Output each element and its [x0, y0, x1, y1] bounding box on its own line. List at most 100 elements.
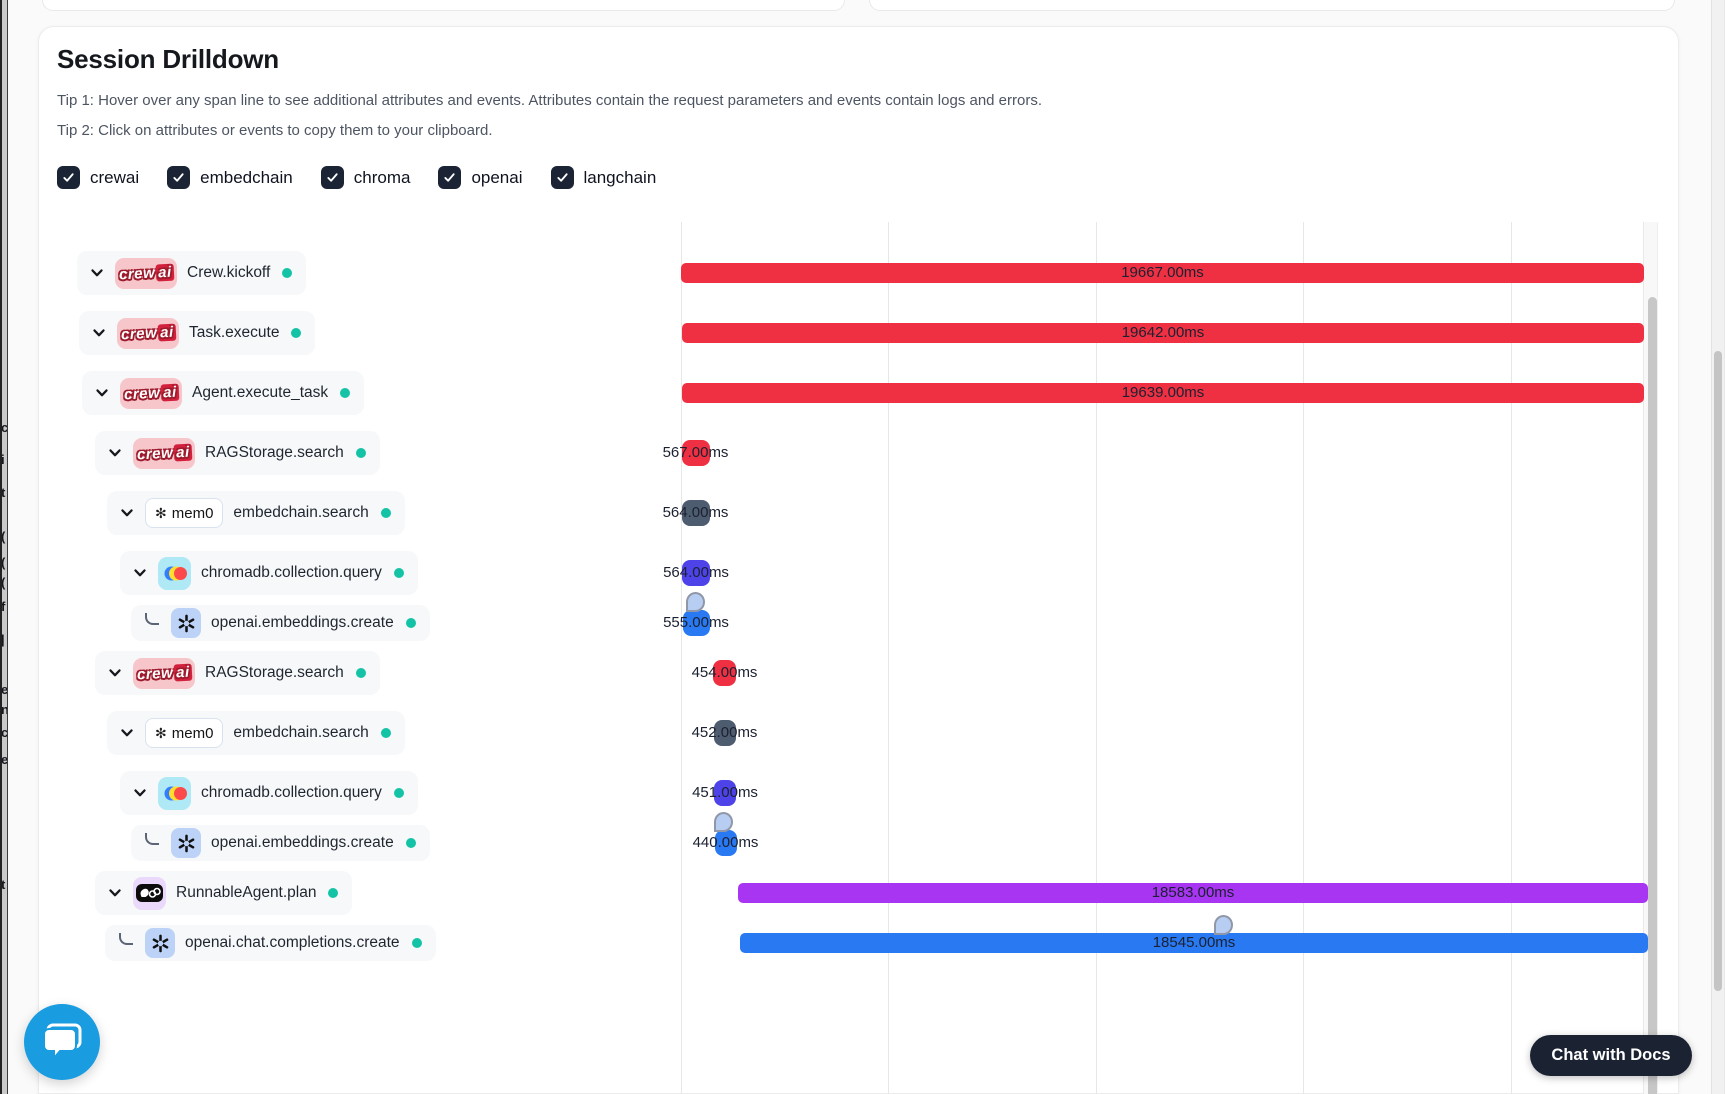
status-dot [340, 388, 351, 398]
duration-label: 567.00ms [662, 444, 729, 461]
checkbox-embedchain[interactable] [167, 166, 191, 189]
crewai-logo-icon: crew ai [133, 657, 195, 689]
duration-bar[interactable] [682, 610, 710, 636]
span-name: embedchain.search [233, 724, 369, 741]
chevron-down-icon[interactable] [119, 505, 135, 521]
status-dot [411, 938, 422, 948]
span-name: chromadb.collection.query [201, 564, 382, 581]
gridline [888, 222, 889, 1094]
left-clipped-panel: cit(((f|encet [0, 0, 8, 1094]
status-dot [393, 788, 404, 798]
chevron-down-icon[interactable] [107, 885, 123, 901]
duration-bar[interactable] [713, 720, 736, 746]
span-row[interactable]: chromadb.collection.query [120, 771, 418, 815]
status-dot [355, 668, 366, 678]
chevron-down-icon[interactable] [107, 665, 123, 681]
span-row[interactable]: ✻ mem0 embedchain.search [107, 491, 405, 535]
clipped-text-fragment: ( [1, 529, 6, 544]
clipped-text-fragment: | [1, 632, 5, 647]
duration-bar[interactable] [714, 830, 737, 856]
duration-bar[interactable] [681, 263, 1644, 283]
chevron-down-icon[interactable] [119, 725, 135, 741]
filter-openai[interactable]: openai [438, 166, 523, 189]
span-name: openai.embeddings.create [211, 834, 394, 851]
chat-bubbles-icon [41, 1020, 83, 1065]
status-dot [380, 508, 391, 518]
chevron-down-icon[interactable] [94, 385, 110, 401]
filter-label: crewai [90, 167, 140, 187]
gridline [1511, 222, 1512, 1094]
duration-bar[interactable] [681, 440, 710, 466]
status-dot [405, 618, 416, 628]
span-row[interactable]: RunnableAgent.plan [95, 871, 353, 915]
clipped-text-fragment: ( [1, 575, 6, 590]
checkbox-openai[interactable] [438, 166, 462, 189]
span-name: openai.chat.completions.create [185, 934, 400, 951]
filter-langchain[interactable]: langchain [550, 166, 657, 189]
chat-widget-button[interactable] [24, 1004, 100, 1080]
browser-scrollbar-thumb[interactable] [1714, 351, 1722, 991]
span-row[interactable]: openai.chat.completions.create [105, 925, 436, 961]
chat-with-docs-button[interactable]: Chat with Docs [1530, 1035, 1692, 1076]
span-name: embedchain.search [233, 504, 369, 521]
status-dot [282, 268, 293, 278]
page-title: Session Drilldown [57, 44, 279, 74]
duration-bar[interactable] [738, 883, 1648, 903]
duration-bar[interactable] [714, 780, 736, 806]
chart-scrollbar-thumb[interactable] [1648, 297, 1657, 1094]
filter-embedchain[interactable]: embedchain [167, 166, 293, 189]
chevron-down-icon[interactable] [132, 565, 148, 581]
chevron-down-icon[interactable] [107, 445, 123, 461]
span-row[interactable]: crew ai Agent.execute_task [82, 371, 365, 415]
mem0-logo-icon: ✻ mem0 [145, 498, 224, 528]
duration-bar[interactable] [682, 323, 1644, 343]
openai-logo-icon [145, 928, 175, 958]
clipped-text-fragment: t [1, 877, 6, 892]
duration-label: 18583.00ms [1151, 884, 1235, 901]
chevron-down-icon[interactable] [132, 785, 148, 801]
checkbox-chroma[interactable] [320, 166, 344, 189]
span-row[interactable]: crew ai RAGStorage.search [95, 431, 380, 475]
crewai-logo-icon: crew ai [133, 437, 195, 469]
checkbox-crewai[interactable] [57, 166, 80, 189]
duration-bar[interactable] [713, 660, 736, 686]
clipped-text-fragment: e [1, 682, 8, 697]
duration-bar[interactable] [682, 383, 1644, 403]
duration-label: 564.00ms [662, 504, 729, 521]
span-row[interactable]: chromadb.collection.query [120, 551, 418, 595]
duration-label: 454.00ms [691, 664, 758, 681]
span-name: RunnableAgent.plan [176, 884, 317, 901]
duration-label: 19642.00ms [1121, 324, 1205, 341]
chevron-down-icon[interactable] [91, 325, 107, 341]
span-name: chromadb.collection.query [201, 784, 382, 801]
span-row[interactable]: openai.embeddings.create [131, 605, 430, 641]
clipped-text-fragment: i [1, 452, 5, 467]
duration-bar[interactable] [740, 933, 1648, 953]
span-row[interactable]: crew ai RAGStorage.search [95, 651, 380, 695]
status-dot [405, 838, 416, 848]
filter-chroma[interactable]: chroma [320, 166, 410, 189]
status-dot [380, 728, 391, 738]
checkbox-langchain[interactable] [550, 166, 574, 189]
span-name: Agent.execute_task [192, 384, 329, 401]
duration-bar[interactable] [681, 500, 710, 526]
duration-label: 18545.00ms [1152, 934, 1236, 951]
chevron-down-icon[interactable] [89, 265, 105, 281]
clipped-text-fragment: n [2, 702, 7, 717]
status-dot [291, 328, 302, 338]
duration-bar[interactable] [682, 560, 710, 586]
event-bubble-marker[interactable] [685, 592, 705, 612]
top-card-remnant-left [42, 0, 845, 11]
span-row[interactable]: crew ai Crew.kickoff [77, 251, 307, 295]
event-bubble-marker[interactable] [713, 812, 733, 832]
event-bubble-marker[interactable] [1213, 915, 1233, 935]
span-row[interactable]: crew ai Task.execute [79, 311, 316, 355]
tree-elbow-connector [119, 933, 133, 945]
span-row[interactable]: ✻ mem0 embedchain.search [107, 711, 405, 755]
span-row[interactable]: openai.embeddings.create [131, 825, 430, 861]
duration-label: 19639.00ms [1121, 384, 1205, 401]
tree-elbow-connector [145, 613, 159, 625]
filter-crewai[interactable]: crewai [57, 166, 139, 189]
status-dot [328, 888, 339, 898]
filter-label: langchain [583, 167, 657, 187]
